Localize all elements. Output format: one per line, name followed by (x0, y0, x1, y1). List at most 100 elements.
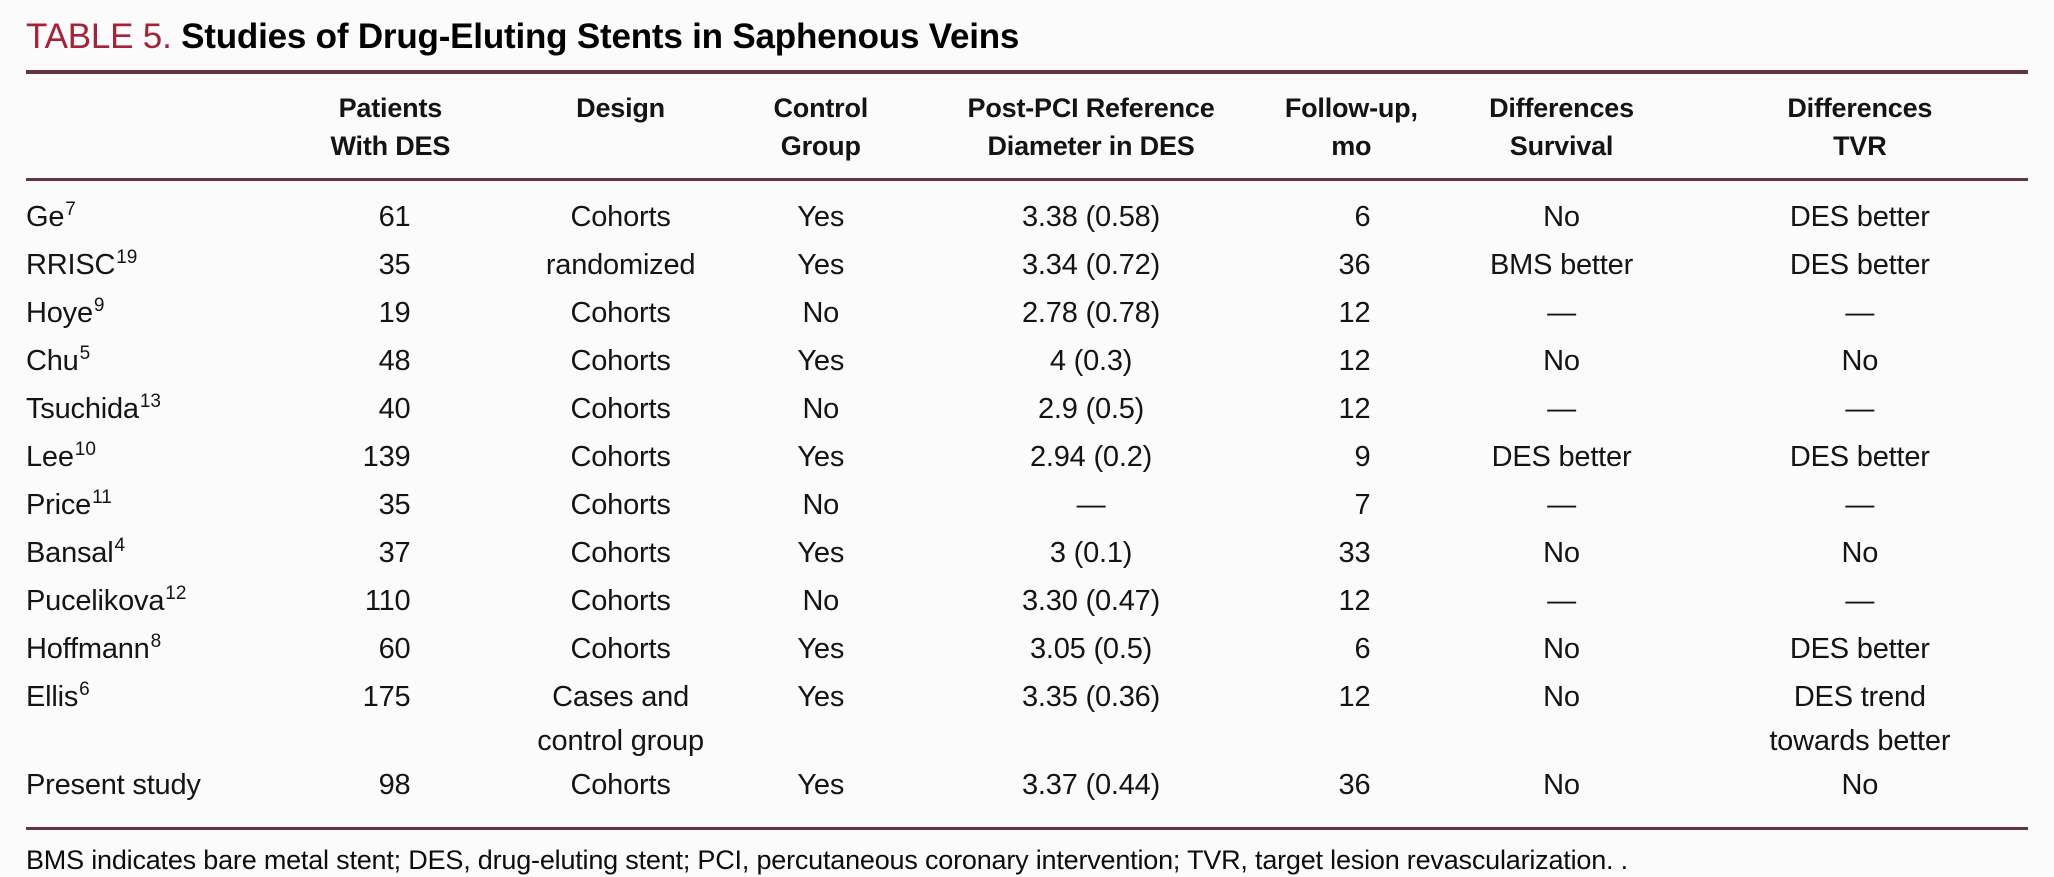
cell-patients-with-des: 35 (378, 249, 411, 281)
table-header: Patients With DES Design Control Group P… (26, 72, 2028, 180)
cell-differences-survival: No (1543, 681, 1580, 713)
cell-followup-months: 36 (1338, 249, 1371, 281)
cell-differences-tvr: DES trend towards better (1769, 681, 1951, 757)
cell-study: Price11 (26, 483, 270, 531)
cell-followup-months: 12 (1338, 345, 1371, 377)
cell-patients-with-des: 37 (378, 537, 411, 569)
study-name: Tsuchida (26, 393, 139, 425)
column-header-line1: Design (576, 93, 665, 123)
cell-design: Cohorts (570, 297, 671, 329)
cell-control-group: No (802, 297, 840, 329)
cell-study: Chu5 (26, 339, 270, 387)
cell-control-group: Yes (797, 345, 845, 377)
column-header-line1: Patients (338, 93, 443, 123)
cell-study: Lee10 (26, 435, 270, 483)
header-row: Patients With DES Design Control Group P… (26, 72, 2028, 180)
cell-patients-with-des: 40 (378, 393, 411, 425)
cell-post-pci-reference-diameter: 2.94 (0.2) (1029, 441, 1153, 473)
cell-patients-with-des: 60 (378, 633, 411, 665)
table-row: Chu5 48 Cohorts Yes 4 (0.3) 12 No No (26, 339, 2028, 387)
study-reference-superscript: 6 (79, 679, 90, 700)
table-row: Ellis6 175 Cases and control group Yes 3… (26, 675, 2028, 763)
cell-design: Cohorts (570, 633, 671, 665)
cell-study: RRISC19 (26, 243, 270, 291)
cell-followup-months: 7 (1354, 489, 1371, 521)
column-header-line2: Survival (1509, 131, 1614, 161)
studies-table: Patients With DES Design Control Group P… (26, 70, 2028, 830)
cell-differences-tvr: No (1841, 769, 1879, 801)
cell-post-pci-reference-diameter: 2.9 (0.5) (1037, 393, 1145, 425)
study-name: Lee (26, 441, 74, 473)
cell-differences-tvr: — (1845, 489, 1875, 521)
cell-followup-months: 12 (1338, 297, 1371, 329)
study-reference-superscript: 12 (165, 583, 187, 604)
table-row: Ge7 61 Cohorts Yes 3.38 (0.58) 6 No DES … (26, 180, 2028, 244)
study-name: Hoffmann (26, 633, 150, 665)
study-reference-superscript: 4 (114, 535, 126, 556)
column-header: Post-PCI Reference Diameter in DES (911, 72, 1271, 180)
cell-differences-survival: — (1547, 393, 1576, 425)
cell-design: Cohorts (570, 345, 671, 377)
cell-design: Cohorts (570, 585, 671, 617)
cell-control-group: Yes (797, 633, 845, 665)
table-row: Hoye9 19 Cohorts No 2.78 (0.78) 12 — — (26, 291, 2028, 339)
cell-design: Cohorts (570, 489, 671, 521)
cell-post-pci-reference-diameter: 2.78 (0.78) (1022, 297, 1161, 329)
cell-design: Cohorts (570, 393, 671, 425)
cell-differences-tvr: — (1845, 393, 1875, 425)
cell-differences-survival: No (1543, 537, 1580, 569)
cell-differences-tvr: No (1841, 537, 1879, 569)
column-header-line1: Post-PCI Reference (967, 93, 1215, 123)
cell-patients-with-des: 35 (378, 489, 411, 521)
study-name: Ge (26, 201, 65, 233)
cell-differences-survival: DES better (1491, 441, 1632, 473)
column-header-line2: mo (1331, 131, 1372, 161)
cell-followup-months: 6 (1354, 633, 1371, 665)
cell-control-group: Yes (797, 441, 845, 473)
cell-control-group: No (802, 393, 840, 425)
cell-differences-tvr: DES better (1789, 249, 1930, 281)
cell-control-group: Yes (797, 249, 845, 281)
study-name: Bansal (26, 537, 114, 569)
cell-study: Hoye9 (26, 291, 270, 339)
cell-design: Cases and control group (537, 681, 704, 757)
cell-followup-months: 12 (1338, 585, 1371, 617)
study-name: Pucelikova (26, 585, 165, 617)
column-header-line2: Diameter in DES (987, 131, 1195, 161)
study-reference-superscript: 19 (116, 247, 138, 268)
cell-differences-survival: No (1543, 769, 1580, 801)
cell-followup-months: 33 (1338, 537, 1371, 569)
table-row: Pucelikova12 110 Cohorts No 3.30 (0.47) … (26, 579, 2028, 627)
table-number-label: TABLE 5. (26, 17, 172, 56)
study-reference-superscript: 10 (74, 439, 96, 460)
cell-differences-tvr: DES better (1789, 441, 1930, 473)
cell-post-pci-reference-diameter: — (1076, 489, 1106, 521)
table-row: RRISC19 35 randomized Yes 3.34 (0.72) 36… (26, 243, 2028, 291)
cell-control-group: Yes (797, 537, 845, 569)
cell-differences-survival: — (1547, 297, 1576, 329)
column-header-line1: Differences (1489, 93, 1634, 123)
cell-differences-survival: No (1543, 345, 1580, 377)
cell-control-group: Yes (797, 769, 845, 801)
cell-patients-with-des: 110 (364, 585, 411, 617)
cell-patients-with-des: 98 (378, 769, 411, 801)
cell-study: Bansal4 (26, 531, 270, 579)
table-row: Present study 98 Cohorts Yes 3.37 (0.44)… (26, 763, 2028, 829)
cell-study: Ge7 (26, 180, 270, 244)
table-row: Bansal4 37 Cohorts Yes 3 (0.1) 33 No No (26, 531, 2028, 579)
column-header-line2: TVR (1833, 131, 1887, 161)
cell-differences-tvr: DES better (1789, 633, 1930, 665)
cell-differences-tvr: DES better (1789, 201, 1930, 233)
column-header (26, 72, 270, 180)
table-row: Price11 35 Cohorts No — 7 — — (26, 483, 2028, 531)
cell-differences-survival: — (1547, 489, 1576, 521)
study-reference-superscript: 9 (93, 295, 105, 316)
column-header: Follow-up, mo (1271, 72, 1431, 180)
cell-post-pci-reference-diameter: 3 (0.1) (1049, 537, 1133, 569)
cell-post-pci-reference-diameter: 3.05 (0.5) (1029, 633, 1153, 665)
table-row: Lee10 139 Cohorts Yes 2.94 (0.2) 9 DES b… (26, 435, 2028, 483)
cell-followup-months: 12 (1338, 393, 1371, 425)
column-header-line2: Group (780, 131, 861, 161)
column-header-line2: With DES (330, 131, 451, 161)
